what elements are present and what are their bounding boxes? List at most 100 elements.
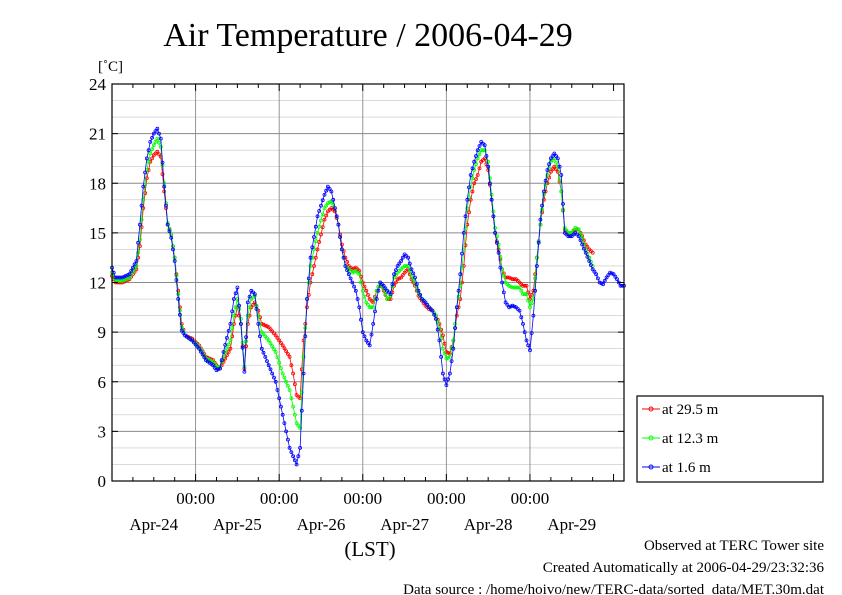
data-point <box>325 201 330 206</box>
data-point <box>273 379 278 384</box>
data-point <box>146 159 151 164</box>
data-point <box>451 346 456 351</box>
data-point <box>479 148 484 153</box>
data-point <box>294 421 299 426</box>
data-point <box>158 136 163 141</box>
data-point <box>461 230 466 235</box>
x-day-label: Apr-24 <box>129 515 178 534</box>
data-point <box>270 371 275 376</box>
data-point <box>226 350 231 354</box>
data-point <box>303 334 308 339</box>
data-point <box>285 383 290 388</box>
data-point <box>371 305 376 310</box>
data-point <box>171 247 175 252</box>
data-point <box>409 267 414 272</box>
data-point <box>261 350 266 355</box>
data-point <box>287 354 292 359</box>
data-point <box>172 259 177 263</box>
data-point <box>160 172 165 177</box>
data-point <box>155 136 160 141</box>
data-point <box>362 284 367 289</box>
data-point <box>308 255 313 260</box>
data-point <box>150 147 155 152</box>
data-point <box>308 264 313 268</box>
data-point <box>160 160 165 165</box>
data-point <box>219 358 224 363</box>
data-point <box>266 363 271 368</box>
data-point <box>474 162 478 167</box>
data-point <box>301 371 306 376</box>
data-point <box>143 170 148 175</box>
data-point <box>289 363 294 368</box>
data-point <box>343 264 348 268</box>
data-point <box>259 346 264 351</box>
data-point <box>317 240 322 244</box>
data-point <box>176 297 181 301</box>
data-point <box>284 429 289 434</box>
data-point <box>611 272 616 277</box>
data-point <box>590 250 595 255</box>
data-point <box>113 275 118 280</box>
data-point <box>301 354 306 359</box>
data-point <box>493 230 498 235</box>
data-point <box>557 177 562 182</box>
data-point <box>528 305 532 310</box>
data-point <box>151 143 156 148</box>
data-point <box>211 363 215 368</box>
x-day-label: Apr-29 <box>547 515 596 534</box>
data-point <box>352 284 357 289</box>
data-point <box>235 285 240 290</box>
data-point <box>137 244 142 249</box>
data-point <box>416 288 421 293</box>
data-point <box>442 351 447 356</box>
data-point <box>144 156 149 161</box>
data-point <box>433 316 438 321</box>
data-point <box>472 159 477 164</box>
data-point <box>202 355 207 360</box>
data-point <box>151 131 156 136</box>
data-point <box>559 189 564 194</box>
data-point <box>272 347 276 352</box>
data-point <box>440 371 445 376</box>
data-point <box>542 197 546 202</box>
data-point <box>597 280 602 285</box>
data-point <box>230 326 235 330</box>
data-point <box>136 250 141 255</box>
y-tick-label: 0 <box>98 472 107 491</box>
data-point <box>329 189 334 194</box>
data-point <box>291 454 296 459</box>
data-point <box>141 206 146 211</box>
data-point <box>477 144 482 148</box>
data-point <box>505 275 510 280</box>
data-point <box>165 222 170 227</box>
data-point <box>313 255 318 260</box>
data-point <box>392 272 397 277</box>
data-point <box>517 285 522 290</box>
data-point <box>320 212 325 217</box>
data-point <box>132 262 137 267</box>
data-point <box>543 178 548 183</box>
data-point <box>456 288 461 293</box>
data-point <box>278 404 283 409</box>
data-point <box>447 354 452 359</box>
data-point <box>134 259 139 263</box>
data-point <box>143 191 148 196</box>
data-point <box>421 301 426 306</box>
footer-created: Created Automatically at 2006-04-29/23:3… <box>543 560 825 576</box>
data-point <box>153 129 158 134</box>
data-point <box>400 273 405 278</box>
data-point <box>444 383 449 388</box>
data-point <box>568 234 572 239</box>
data-point <box>150 156 155 161</box>
data-point <box>367 305 372 310</box>
data-point <box>231 297 236 301</box>
data-point <box>519 315 524 320</box>
data-point <box>282 375 287 380</box>
data-point <box>228 321 233 326</box>
data-point <box>590 267 595 272</box>
data-point <box>477 166 482 171</box>
data-point <box>115 275 120 280</box>
data-point <box>468 197 473 202</box>
data-point <box>336 222 341 227</box>
data-point <box>496 250 501 255</box>
